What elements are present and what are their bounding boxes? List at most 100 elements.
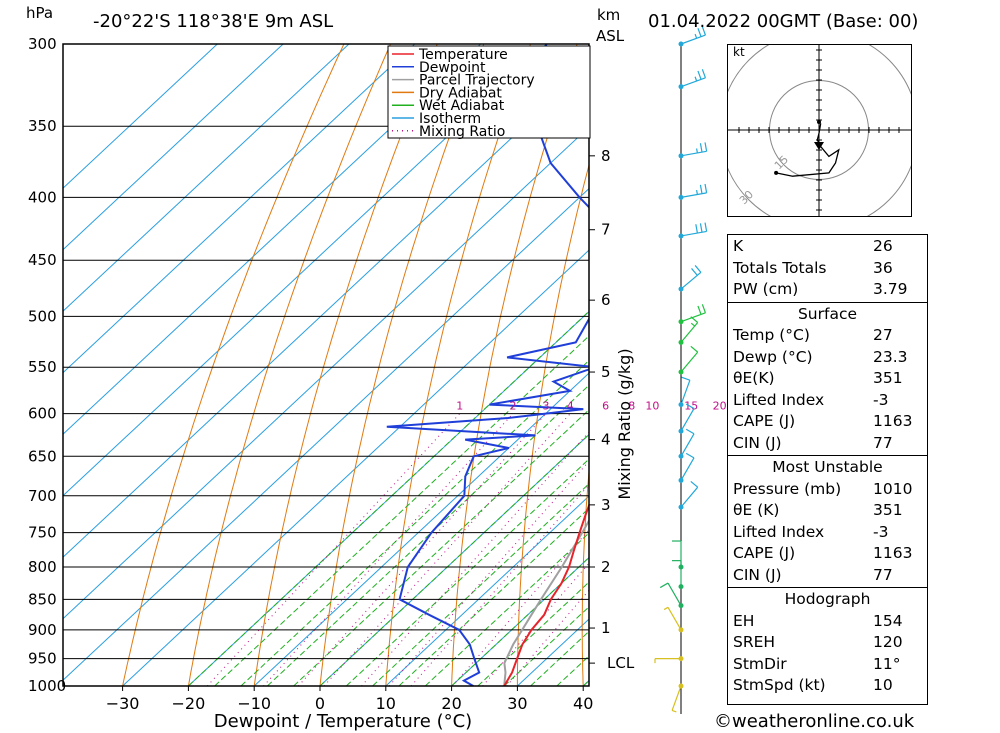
hodograph-startpoint	[817, 120, 821, 124]
index-row: CAPE (J) 1163	[728, 411, 927, 432]
pressure-tick-label: 300	[28, 35, 57, 53]
wind-barb-staff	[680, 77, 706, 88]
index-row: CIN (J) 77	[728, 433, 927, 454]
legend-label: Dry Adiabat	[419, 85, 502, 101]
wind-barb	[678, 26, 706, 47]
index-row: θE (K) 351	[728, 500, 927, 521]
index-row: θE(K) 351	[728, 368, 927, 389]
plot-frame	[62, 43, 590, 687]
index-key: Totals Totals	[733, 258, 827, 277]
index-value: 1163	[873, 412, 913, 430]
mixing-ratio-line	[263, 413, 514, 686]
wind-barb-staff	[680, 433, 695, 457]
wind-barb	[678, 480, 699, 510]
wind-barb	[678, 316, 699, 345]
pressure-tick-label: 750	[28, 524, 57, 542]
legend-label: Dewpoint	[419, 60, 486, 76]
wind-barb-staff	[667, 607, 682, 631]
index-value: -3	[873, 522, 889, 541]
dry-adiabat-line	[253, 44, 438, 686]
hodograph-trace	[775, 123, 840, 177]
index-key: θE (K)	[733, 501, 780, 519]
wind-barb-feather	[704, 222, 708, 232]
x-tick-label: −20	[172, 694, 206, 713]
dry-adiabat-line	[985, 44, 1000, 686]
x-tick-label: −30	[106, 694, 140, 713]
wind-barb-staff	[680, 192, 707, 198]
wind-barb-feather	[694, 265, 702, 273]
wind-barb	[678, 265, 702, 292]
wind-barb-staff	[680, 34, 706, 45]
mixing-ratio-label: 3	[543, 400, 550, 413]
dry-adiabat-line	[122, 44, 345, 686]
wind-barb	[678, 428, 695, 459]
index-value: 10	[873, 676, 893, 694]
isotherm-line	[385, 495, 589, 686]
index-row: StmDir 11°	[728, 654, 927, 675]
wind-barb-dot	[678, 504, 684, 510]
wind-barb-feather	[699, 223, 703, 233]
wind-barb-feather	[671, 709, 677, 713]
lcl-label: LCL	[607, 654, 635, 672]
mixing-ratio-label: 2	[510, 400, 517, 413]
wind-barb-dot	[678, 656, 684, 662]
wind-barb-feather	[697, 28, 702, 37]
index-key: Pressure (mb)	[733, 479, 842, 498]
index-key: EH	[733, 611, 755, 630]
index-row: Lifted Index -3	[728, 390, 927, 411]
wind-barb-dot	[678, 428, 684, 434]
isotherm-line	[253, 372, 589, 686]
index-value: 3.79	[873, 280, 908, 298]
wind-barb	[654, 656, 684, 664]
pressure-tick-label: 400	[28, 188, 57, 206]
wind-barb	[663, 606, 684, 633]
index-key: θE(K)	[733, 369, 775, 387]
wind-barb-feather	[704, 142, 708, 152]
index-key: CIN (J)	[733, 433, 782, 452]
mixing-ratio-label: 1	[456, 400, 463, 413]
copyright: ©weatheronline.co.uk	[714, 711, 915, 732]
wind-barb	[672, 560, 684, 590]
index-value: 351	[873, 501, 903, 519]
wind-barb-feather	[701, 304, 706, 314]
wind-barb-feather	[696, 148, 698, 154]
wind-barb	[672, 540, 684, 570]
x-tick-label: 40	[573, 694, 593, 713]
index-value: 77	[873, 433, 893, 452]
wind-barb-staff	[667, 582, 682, 606]
hodograph-endpoint	[774, 170, 779, 175]
wind-barb	[678, 345, 699, 375]
index-value: 11°	[873, 654, 901, 673]
wind-barb	[678, 183, 708, 200]
index-row: K 26	[728, 236, 927, 257]
x-tick-label: 20	[441, 694, 461, 713]
wind-barb-feather	[690, 345, 699, 353]
wind-barb-staff	[680, 150, 707, 157]
mixing-ratio-line	[361, 431, 589, 686]
x-tick-label: −10	[237, 694, 271, 713]
index-row: Temp (°C) 27	[728, 325, 927, 346]
wind-barb-dot	[678, 627, 684, 633]
dewpoint-line	[386, 44, 589, 686]
isotherm-line	[63, 44, 284, 251]
isotherm-line	[122, 249, 589, 686]
isotherm-line	[63, 187, 589, 681]
wind-barb-feather	[699, 184, 703, 194]
isotherm-line	[63, 44, 218, 189]
mixing-ratio-label: 4	[567, 400, 574, 413]
parcel-trajectory-line	[503, 518, 589, 686]
hodograph-unit-label: kt	[733, 45, 745, 59]
index-value: 154	[873, 611, 903, 630]
km-tick-label: 1	[601, 619, 611, 637]
wind-barb-feather	[691, 268, 698, 276]
wind-barb-dot	[678, 339, 684, 345]
storm-motion-marker	[814, 142, 824, 150]
mixing-ratio-label: 6	[602, 400, 609, 413]
km-tick-label: 4	[601, 431, 611, 449]
pressure-tick-label: 900	[28, 621, 57, 639]
wind-barb-feather	[695, 224, 698, 234]
index-value: 27	[873, 326, 893, 344]
pressure-tick-label: 650	[28, 447, 57, 465]
wind-barb-staff	[680, 408, 695, 432]
mixing-ratio-label: 15	[684, 400, 698, 413]
